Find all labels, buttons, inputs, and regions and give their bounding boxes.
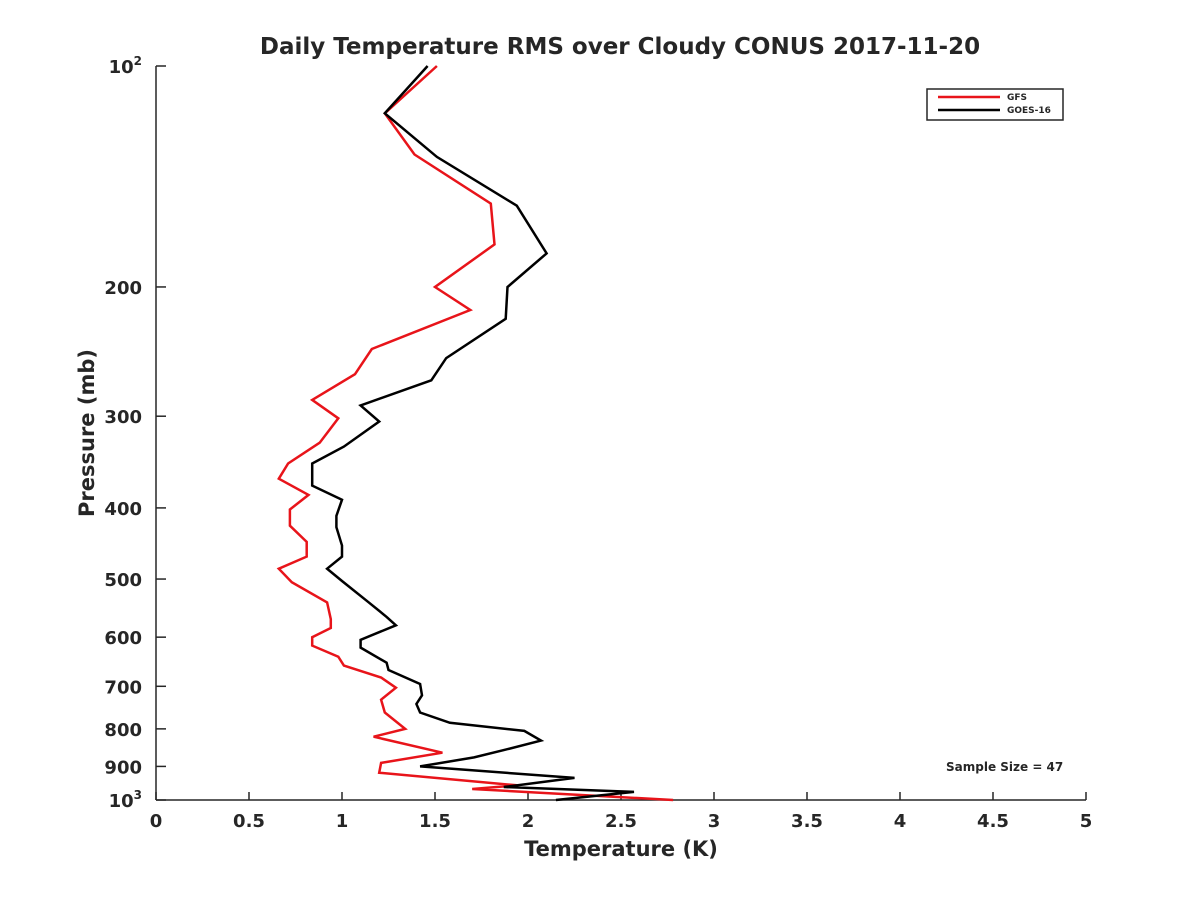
y-tick-label: 600: [104, 628, 142, 649]
x-tick-label: 1: [336, 811, 349, 832]
x-tick-label: 5: [1080, 811, 1093, 832]
x-tick-label: 0.5: [233, 811, 265, 832]
x-tick-label: 3: [708, 811, 721, 832]
y-tick-label: 200: [104, 278, 142, 299]
x-tick-label: 0: [150, 811, 163, 832]
y-tick-label: 300: [104, 407, 142, 428]
x-tick-label: 2.5: [605, 811, 637, 832]
legend-label-gfs: GFS: [1007, 93, 1027, 103]
x-tick-label: 3.5: [791, 811, 823, 832]
y-tick-label: 400: [104, 499, 142, 520]
series-lines: [276, 65, 674, 802]
y-tick-label: 700: [104, 677, 142, 698]
x-axis-label: Temperature (K): [524, 837, 718, 861]
x-tick-label: 1.5: [419, 811, 451, 832]
y-axis-label: Pressure (mb): [75, 349, 99, 517]
x-tick-label: 4: [894, 811, 907, 832]
legend-label-goes16: GOES-16: [1007, 106, 1051, 116]
sample-size-annotation: Sample Size = 47: [946, 760, 1063, 774]
legend-box: [926, 88, 1064, 121]
legend: GFS GOES-16: [926, 88, 1064, 121]
y-tick-label: 900: [104, 757, 142, 778]
y-tick-label: 800: [104, 720, 142, 741]
x-ticks: 0 0.5 1 1.5 2 2.5 3 3.5 4 4.5 5: [150, 792, 1093, 832]
x-tick-label: 4.5: [977, 811, 1009, 832]
x-tick-label: 2: [522, 811, 535, 832]
chart-title: Daily Temperature RMS over Cloudy CONUS …: [260, 34, 980, 60]
y-tick-label: 102: [109, 54, 142, 78]
y-tick-label: 500: [104, 570, 142, 591]
plot-frame: [155, 66, 1086, 801]
y-tick-label: 103: [109, 788, 142, 812]
y-ticks: 102 200 300 400 500 600 700 800 900 103: [104, 54, 166, 812]
series-line-goes16: [310, 65, 635, 802]
series-line-gfs: [276, 65, 674, 802]
